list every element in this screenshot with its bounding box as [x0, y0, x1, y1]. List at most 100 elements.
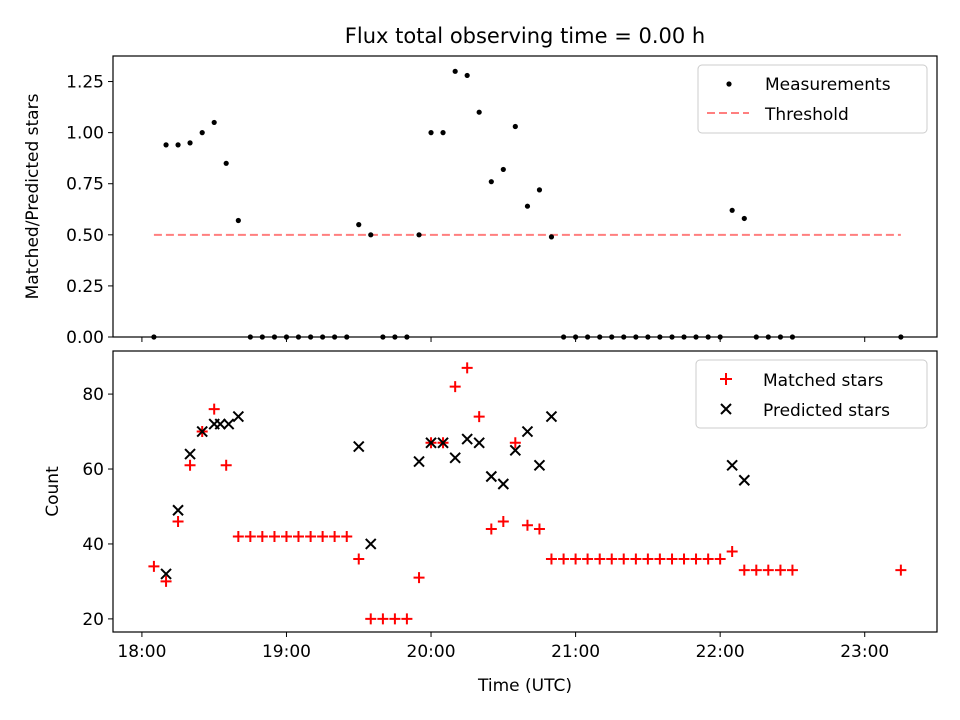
matched-star-point: [582, 553, 594, 565]
predicted-star-point: [449, 452, 461, 464]
matched-star-point: [232, 530, 244, 542]
matched-star-point: [413, 572, 425, 584]
predicted-star-point: [545, 410, 558, 423]
matched-star-point: [473, 411, 485, 423]
matched-star-point: [377, 613, 389, 625]
predicted-star-point: [172, 504, 184, 516]
predicted-star-point: [222, 418, 235, 430]
predicted-star-point: [196, 425, 208, 438]
measurement-point: [211, 119, 217, 126]
measurement-point: [512, 123, 518, 130]
matched-star-point: [220, 459, 232, 471]
legend-label-measurements: Measurements: [765, 75, 891, 95]
measurement-point: [356, 222, 362, 228]
matched-star-point: [533, 523, 545, 535]
predicted-star-point: [353, 440, 365, 453]
measurement-point: [368, 232, 374, 238]
predicted-star-point: [437, 437, 449, 449]
matched-star-point: [305, 530, 317, 542]
predicted-star-point: [160, 568, 172, 580]
matched-star-point: [895, 564, 907, 576]
matched-star-point: [256, 530, 268, 542]
measurement-point: [187, 140, 193, 146]
count-panel: 18:00 19:00 20:00 21:00 22:00 23:00 20406080 …: [43, 350, 938, 696]
matched-star-point: [449, 381, 461, 393]
matched-star-point: [678, 553, 690, 565]
matched-star-point: [558, 553, 570, 565]
x-tick-label: 19:00: [262, 642, 311, 662]
predicted-star-point: [413, 455, 425, 468]
measurement-point: [729, 207, 735, 213]
predicted-star-point: [533, 459, 546, 471]
matched-star-point: [774, 564, 786, 576]
count-y-tick-label: 20: [82, 610, 104, 630]
matched-star-point: [184, 459, 196, 471]
matched-star-point: [690, 553, 702, 565]
ratio-panel: 0.00 0.25 0.50 0.75 1.00 1.25 Matched/Predict…: [23, 55, 938, 348]
predicted-star-point: [726, 459, 738, 471]
legend-label-threshold: Threshold: [764, 105, 849, 125]
predicted-star-point: [509, 444, 522, 456]
matched-star-point: [268, 530, 280, 542]
matched-star-point: [485, 523, 497, 535]
matched-star-point: [750, 564, 762, 576]
ratio-y-tick-label: 0.00: [66, 328, 104, 348]
measurement-point: [175, 142, 181, 148]
matched-star-point: [317, 530, 329, 542]
matched-star-point: [618, 553, 630, 565]
ratio-y-tick-label: 1.25: [66, 73, 104, 93]
measurement-point: [548, 234, 555, 240]
measurement-point: [163, 142, 169, 148]
x-tick-label: 18:00: [117, 642, 166, 662]
count-y-tick-label: 60: [82, 460, 104, 480]
matched-star-point: [594, 553, 606, 565]
matched-star-point: [738, 564, 750, 576]
count-legend-box: [695, 359, 928, 429]
predicted-star-point: [461, 433, 473, 445]
measurement-point: [440, 130, 446, 136]
measurement-point: [500, 166, 506, 173]
predicted-star-point: [738, 474, 751, 486]
matched-star-point: [341, 530, 353, 542]
matched-star-point: [714, 553, 726, 565]
matched-star-point: [702, 553, 714, 565]
measurement-point: [741, 215, 747, 222]
count-legend: Matched stars Predicted stars: [695, 359, 928, 429]
matched-star-point: [606, 553, 618, 565]
x-tick-label: 22:00: [696, 642, 745, 662]
predicted-star-point: [497, 478, 510, 490]
matched-star-point: [389, 613, 401, 625]
predicted-star-point: [365, 538, 377, 550]
x-axis-label: Time (UTC): [477, 676, 572, 696]
matched-star-point: [244, 530, 256, 542]
measurement-point: [452, 68, 458, 74]
matched-star-point: [654, 553, 666, 565]
matched-star-point: [208, 403, 220, 415]
predicted-star-point: [425, 437, 437, 449]
matched-star-point: [666, 553, 678, 565]
ratio-legend: Measurements Threshold: [697, 64, 928, 134]
legend-x-marker: [720, 403, 732, 415]
predicted-star-point: [473, 437, 485, 449]
chart-title: Flux total observing time = 0.00 h: [345, 24, 705, 48]
predicted-star-point: [485, 470, 498, 483]
matched-star-point: [353, 553, 365, 565]
matched-star-point: [148, 560, 160, 572]
ratio-y-tick-label: 1.00: [66, 124, 104, 144]
measurement-point: [235, 217, 241, 224]
predicted-star-point: [214, 418, 226, 430]
measurement-point: [524, 203, 531, 209]
count-y-tick-label: 80: [82, 385, 104, 405]
matched-star-point: [329, 530, 341, 542]
legend-label-matched: Matched stars: [763, 371, 883, 391]
matched-star-point: [497, 515, 509, 527]
x-tick-label: 21:00: [551, 642, 600, 662]
ratio-y-axis-label: Matched/Predicted stars: [23, 93, 43, 299]
predicted-star-point: [521, 425, 534, 438]
count-y-axis-label: Count: [43, 466, 63, 517]
measurement-point: [416, 232, 422, 238]
legend-label-predicted: Predicted stars: [763, 401, 890, 421]
x-tick-label: 23:00: [840, 642, 889, 662]
matched-star-point: [762, 564, 774, 576]
